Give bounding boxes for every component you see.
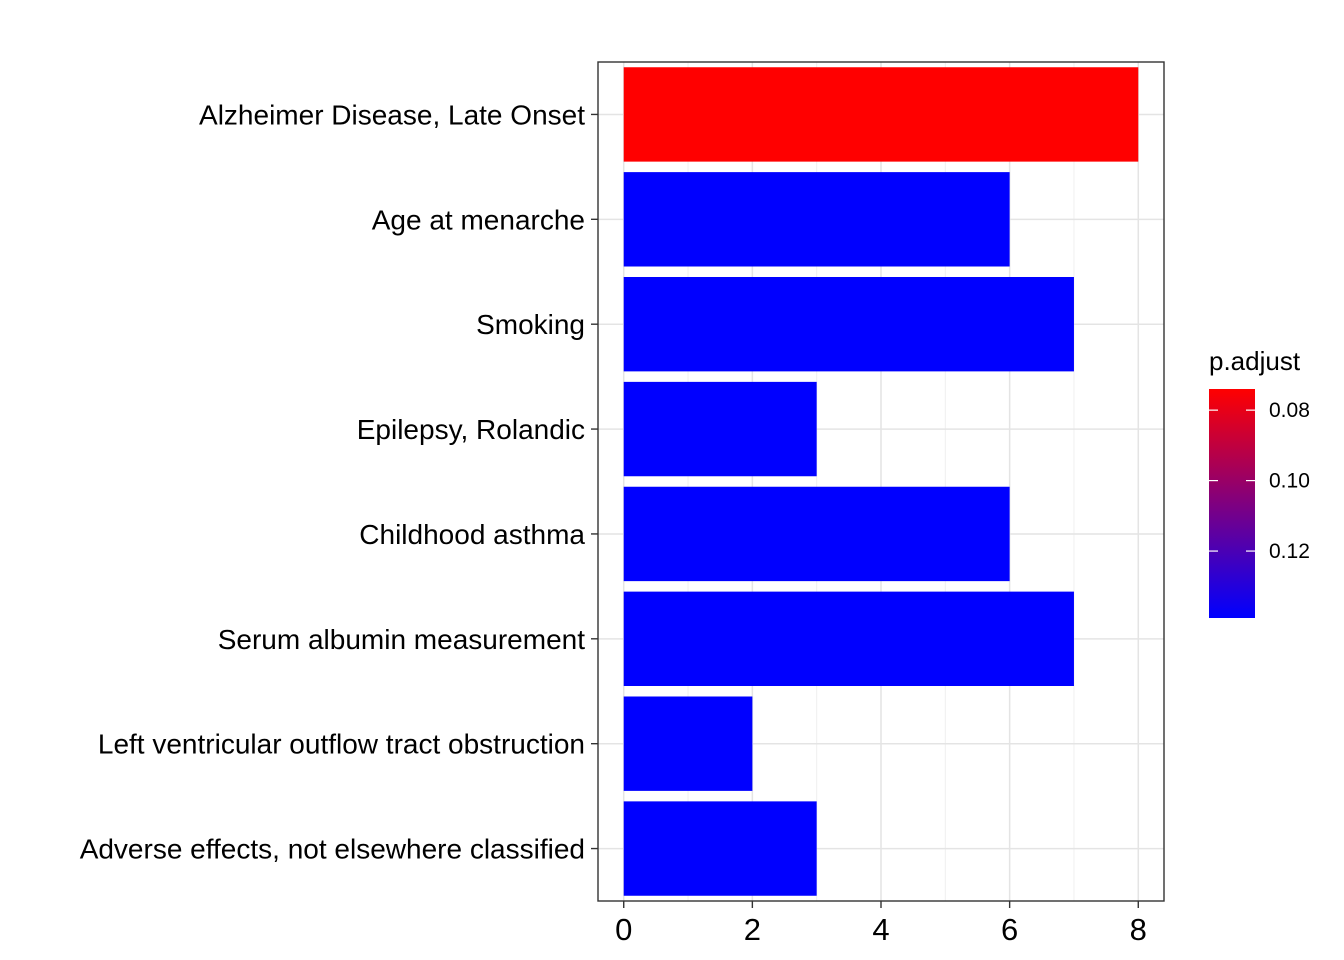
bar bbox=[623, 591, 1074, 687]
x-axis: 0 2 4 6 8 bbox=[615, 901, 1147, 947]
y-tick-label: Epilepsy, Rolandic bbox=[357, 414, 585, 445]
legend-tick-label: 0.10 bbox=[1269, 470, 1310, 493]
bar bbox=[623, 381, 817, 477]
bar bbox=[623, 172, 1010, 267]
y-axis: Alzheimer Disease, Late Onset Age at mena… bbox=[80, 99, 598, 865]
y-tick-label: Childhood asthma bbox=[359, 519, 585, 550]
x-tick-label: 6 bbox=[1001, 912, 1018, 947]
y-tick-label: Alzheimer Disease, Late Onset bbox=[199, 99, 585, 130]
bar bbox=[623, 486, 1010, 582]
legend-tick-label: 0.12 bbox=[1269, 540, 1310, 563]
x-tick-label: 8 bbox=[1130, 912, 1147, 947]
y-tick-label: Serum albumin measurement bbox=[218, 624, 585, 655]
legend-tick-label: 0.08 bbox=[1269, 399, 1310, 422]
bar bbox=[623, 696, 753, 791]
legend-colorbar bbox=[1209, 389, 1255, 618]
bar bbox=[623, 276, 1074, 372]
x-tick-label: 0 bbox=[615, 912, 632, 947]
bar bbox=[623, 67, 1139, 162]
y-tick-label: Smoking bbox=[476, 309, 585, 340]
legend-title: p.adjust bbox=[1209, 346, 1301, 376]
y-tick-label: Adverse effects, not elsewhere classifie… bbox=[80, 834, 585, 865]
legend-ticks: 0.08 0.10 0.12 bbox=[1209, 399, 1310, 563]
y-tick-label: Age at menarche bbox=[372, 204, 585, 235]
bars bbox=[623, 67, 1139, 896]
bar bbox=[623, 801, 817, 896]
x-tick-label: 2 bbox=[744, 912, 761, 947]
legend: p.adjust 0.08 0.10 0.12 bbox=[1209, 346, 1310, 618]
y-tick-label: Left ventricular outflow tract obstructi… bbox=[98, 729, 585, 760]
x-tick-label: 4 bbox=[872, 912, 889, 947]
